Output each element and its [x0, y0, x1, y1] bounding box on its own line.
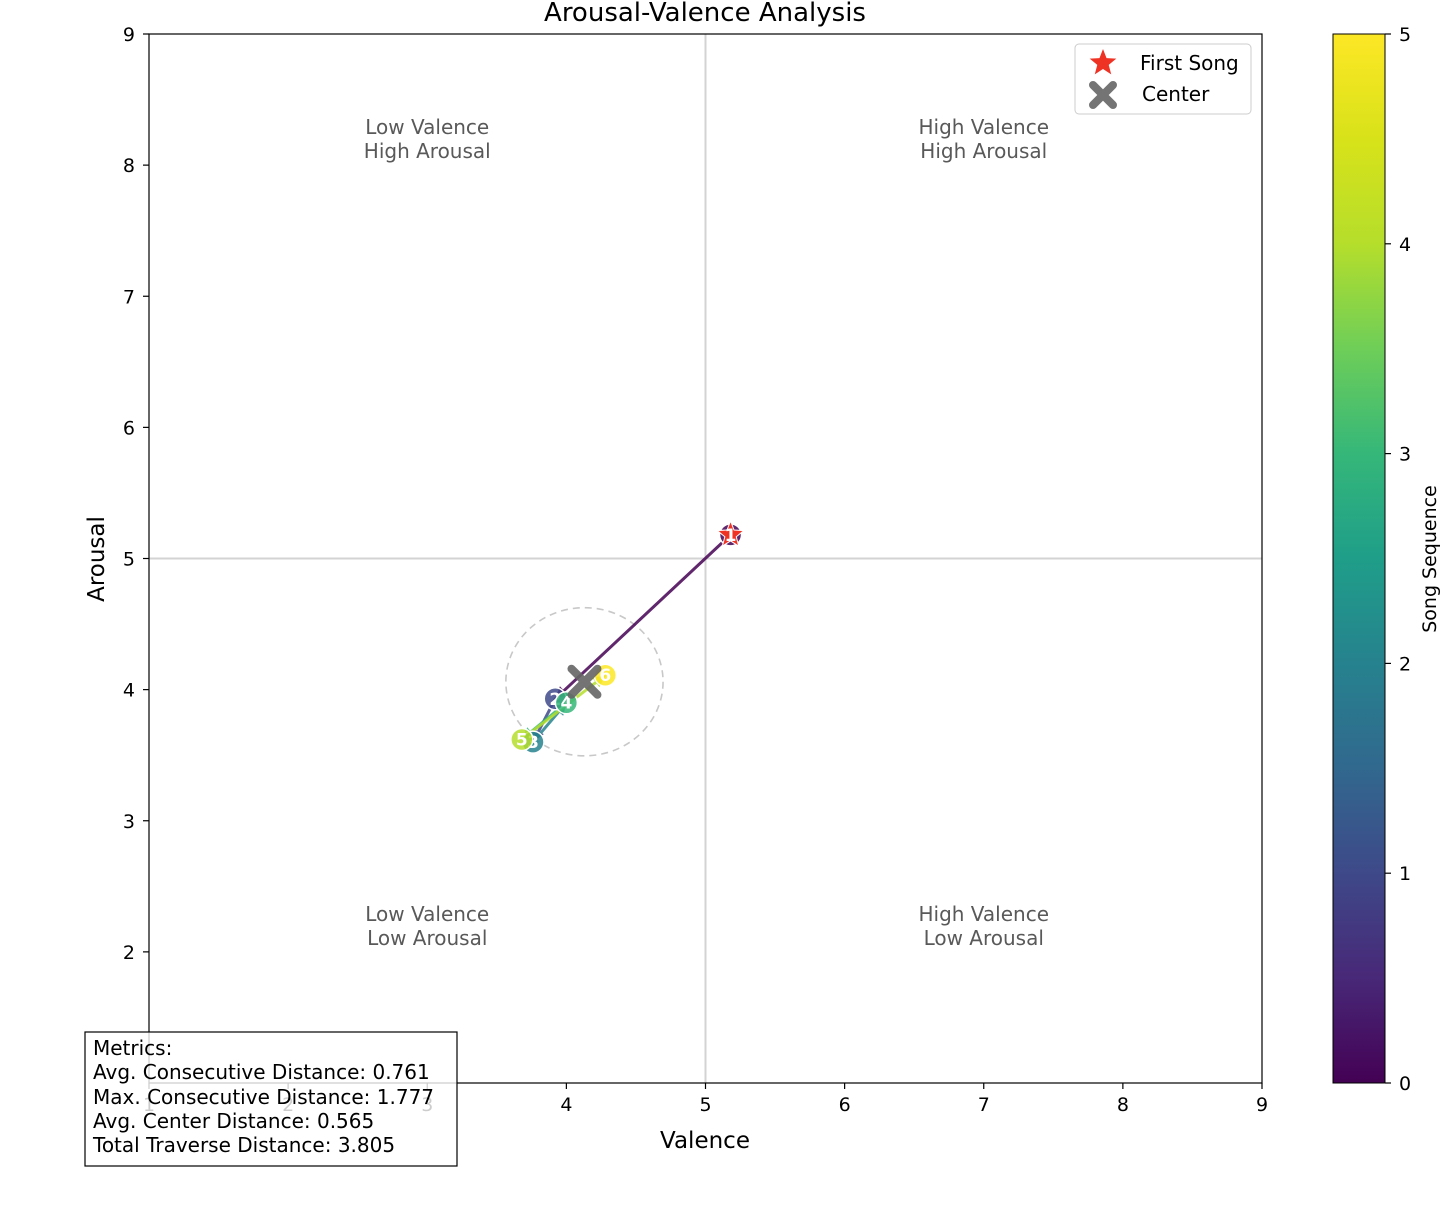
colorbar-tick-label: 1	[1399, 863, 1411, 885]
x-tick-label: 9	[1256, 1094, 1268, 1116]
colorbar-tick-label: 4	[1399, 234, 1411, 256]
x-tick-label: 4	[560, 1094, 572, 1116]
quadrant-label: Low Valence High Arousal	[364, 115, 491, 163]
center-x-icon	[1089, 81, 1117, 109]
x-stroke	[567, 664, 602, 699]
colorbar-tick-label: 3	[1399, 444, 1411, 466]
colorbar-label: Song Sequence	[1419, 485, 1441, 633]
y-tick-label: 9	[123, 24, 135, 46]
legend-label-first-song: First Song	[1140, 51, 1239, 75]
quadrant-label-line: High Valence	[918, 902, 1049, 926]
center-radius-circle	[505, 606, 664, 757]
quadrant-label-line: High Arousal	[920, 139, 1047, 163]
y-tick-label: 8	[123, 155, 135, 177]
axes: 12345678923456789	[123, 24, 1268, 1116]
metrics-box: Metrics: Avg. Consecutive Distance: 0.76…	[84, 1031, 458, 1167]
song-point	[510, 727, 534, 752]
legend: First Song Center	[1074, 43, 1252, 115]
legend-box	[1074, 43, 1252, 115]
chart-title: Arousal-Valence Analysis	[544, 0, 866, 28]
x-tick-label: 5	[699, 1094, 711, 1116]
y-tick-label: 7	[123, 286, 135, 308]
star-icon	[1089, 49, 1117, 75]
x-stroke	[1089, 81, 1117, 109]
path-segment	[554, 533, 732, 700]
y-tick-label: 3	[123, 811, 135, 833]
quadrant-label-line: High Arousal	[364, 139, 491, 163]
y-axis-label: Arousal	[84, 516, 110, 602]
song-point-label: 1	[725, 526, 737, 546]
metric-avg-center: Avg. Center Distance: 0.565	[93, 1109, 374, 1133]
y-tick-label: 5	[123, 549, 135, 571]
metrics-frame	[84, 1031, 458, 1167]
legend-label-center: Center	[1142, 82, 1210, 106]
metric-avg-consecutive: Avg. Consecutive Distance: 0.761	[93, 1060, 430, 1084]
y-tick-label: 4	[123, 680, 135, 702]
colorbar-tick-label: 5	[1399, 24, 1411, 46]
quadrant-label-line: Low Valence	[365, 115, 489, 139]
metric-total-traverse: Total Traverse Distance: 3.805	[92, 1133, 395, 1157]
center-x-marker	[567, 664, 602, 699]
colorbar-gradient	[1332, 33, 1386, 1084]
x-tick-label: 8	[1117, 1094, 1129, 1116]
x-axis-label: Valence	[660, 1128, 750, 1154]
metric-max-consecutive: Max. Consecutive Distance: 1.777	[93, 1085, 434, 1109]
first-song-star-icon	[715, 519, 746, 548]
song-point-label: 4	[560, 694, 572, 714]
colorbar-tick-label: 2	[1399, 653, 1411, 675]
quadrant-label-line: Low Valence	[365, 902, 489, 926]
colorbar: 0 1 2 3 4 5 Song Sequence	[1332, 24, 1441, 1095]
legend-x-mark	[1089, 81, 1117, 109]
colorbar-tick-label: 0	[1399, 1073, 1411, 1095]
quadrant-label: High Valence Low Arousal	[918, 902, 1049, 950]
song-point-label: 6	[599, 666, 611, 686]
y-tick-label: 6	[123, 417, 135, 439]
y-tick-label: 2	[123, 942, 135, 964]
quadrant-label-line: Low Arousal	[367, 926, 487, 950]
metrics-heading: Metrics:	[93, 1036, 172, 1060]
colorbar-ticks: 0 1 2 3 4 5	[1385, 24, 1411, 1095]
quadrant-label: Low Valence Low Arousal	[365, 902, 489, 950]
x-tick-label: 6	[839, 1094, 851, 1116]
x-tick-label: 7	[978, 1094, 990, 1116]
song-point-label: 5	[516, 730, 528, 750]
quadrant-label: High Valence High Arousal	[918, 115, 1049, 163]
quadrant-label-line: Low Arousal	[924, 926, 1044, 950]
quadrant-label-line: High Valence	[918, 115, 1049, 139]
